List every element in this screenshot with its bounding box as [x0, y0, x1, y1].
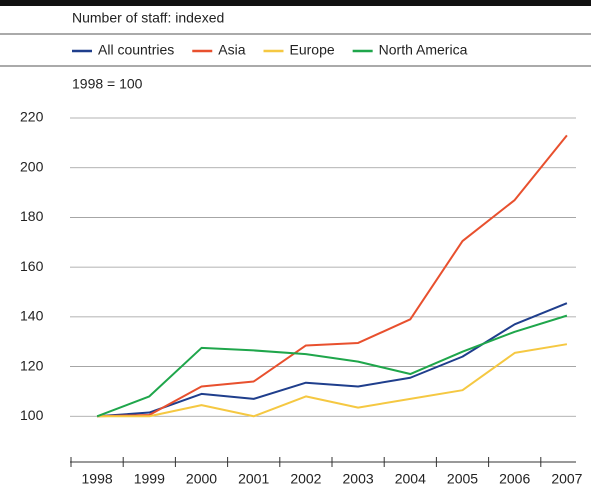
y-tick-label: 220	[20, 109, 44, 125]
legend-label: Asia	[218, 42, 245, 58]
series-line	[97, 343, 568, 418]
y-tick-label: 140	[20, 308, 44, 324]
y-tick-label: 180	[20, 208, 44, 224]
x-tick-label: 2004	[395, 471, 426, 487]
y-tick-label: 100	[20, 407, 44, 423]
x-tick-label: 1999	[134, 471, 165, 487]
x-tick-label: 2007	[551, 471, 582, 487]
top-bar	[0, 0, 591, 6]
series-line	[97, 134, 568, 418]
x-tick-label: 2002	[290, 471, 321, 487]
y-tick-label: 120	[20, 357, 44, 373]
x-tick-label: 2000	[186, 471, 217, 487]
x-tick-label: 2006	[499, 471, 530, 487]
y-tick-label: 160	[20, 258, 44, 274]
legend-label: All countries	[98, 42, 174, 58]
x-tick-label: 1998	[82, 471, 113, 487]
subtitle: 1998 = 100	[72, 76, 143, 92]
series-line	[97, 302, 568, 418]
legend-label: Europe	[290, 42, 335, 58]
legend-label: North America	[379, 42, 468, 58]
x-tick-label: 2003	[343, 471, 374, 487]
x-tick-label: 2005	[447, 471, 478, 487]
chart-title: Number of staff: indexed	[72, 10, 224, 26]
series-line	[96, 314, 568, 418]
y-tick-label: 200	[20, 158, 44, 174]
x-tick-label: 2001	[238, 471, 269, 487]
